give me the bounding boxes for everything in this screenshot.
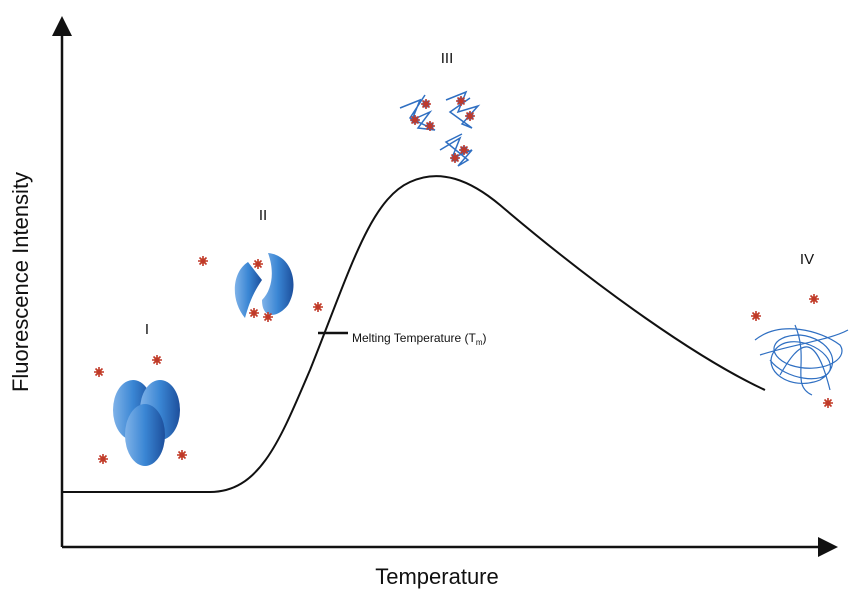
tm-label: Melting Temperature (Tm) bbox=[352, 331, 487, 347]
tm-subscript: m bbox=[476, 338, 483, 347]
unfolded-protein bbox=[399, 90, 481, 167]
stage-label: III bbox=[441, 50, 454, 67]
stage-label: I bbox=[145, 321, 149, 338]
tm-text: Melting Temperature (T bbox=[352, 331, 476, 345]
melt-curve bbox=[62, 175, 766, 493]
aggregate bbox=[754, 324, 849, 396]
folded-protein bbox=[113, 380, 180, 466]
y-axis-label: Fluorescence Intensity bbox=[8, 172, 33, 392]
stage-label: IV bbox=[800, 251, 814, 268]
dye bbox=[93, 255, 834, 465]
unfolding-protein bbox=[234, 253, 294, 323]
x-axis-label: Temperature bbox=[375, 564, 499, 589]
tm-suffix: ) bbox=[483, 331, 487, 345]
stage-label: II bbox=[259, 207, 267, 224]
